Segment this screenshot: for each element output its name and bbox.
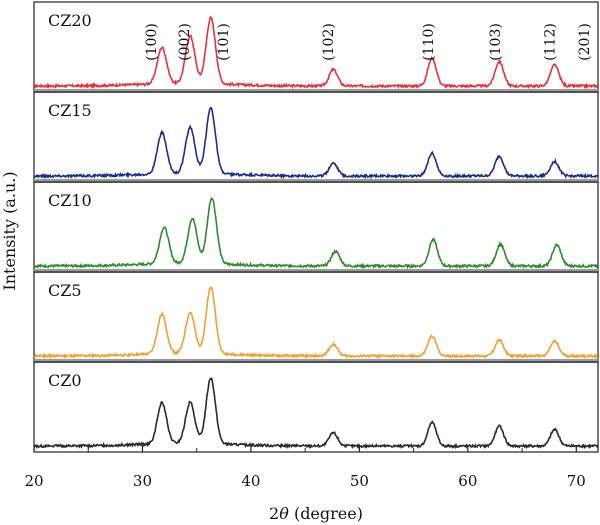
peak-label: (110) [421,23,437,61]
panel-frame [33,271,599,363]
panel-frame [33,361,599,453]
panel-frame [33,1,599,93]
peak-label: (002) [177,23,193,61]
series-line-cz0 [33,377,599,450]
panel-cz10: CZ10 [33,181,599,273]
x-tick-label: 20 [24,472,43,490]
panel-cz20: CZ20 [33,1,599,93]
panel-cz5: CZ5 [33,271,599,363]
panel-separator [34,89,598,93]
peak-labels-group: (100) (002) (101) (102) (110) (103) (112) (201) [144,23,593,61]
peak-label: (201) [577,23,593,61]
x-axis: 20 30 40 50 60 70 [24,445,586,490]
y-axis-title: Intensity (a.u.) [0,171,19,290]
series-label: CZ0 [48,371,82,390]
series-line-cz10 [33,196,599,270]
panels-group: CZ20 CZ15 CZ10 CZ5 CZ0 [33,1,599,453]
x-tick-label: 30 [133,472,152,490]
panel-separator [34,269,598,273]
series-label: CZ10 [48,191,92,210]
panel-frame [33,91,599,183]
x-tick-label: 60 [458,472,477,490]
peak-label: (100) [144,23,160,61]
series-line-cz20 [33,16,598,90]
peak-label: (103) [488,23,504,61]
x-tick-label: 40 [241,472,260,490]
series-label: CZ5 [48,281,82,300]
x-axis-title: 2θ (degree) [269,504,363,523]
series-line-cz5 [33,286,598,360]
series-label: CZ20 [48,11,92,30]
panel-cz0: CZ0 [33,361,599,453]
peak-label: (101) [216,23,232,61]
peak-label: (102) [321,23,337,61]
x-tick-label: 50 [350,472,369,490]
peak-label: (112) [542,23,558,61]
panel-separator [34,179,598,183]
x-tick-label: 70 [567,472,586,490]
series-line-cz15 [33,106,599,180]
panel-frame [33,181,599,273]
series-label: CZ15 [48,101,92,120]
panel-separator [34,359,598,363]
panel-cz15: CZ15 [33,91,599,183]
